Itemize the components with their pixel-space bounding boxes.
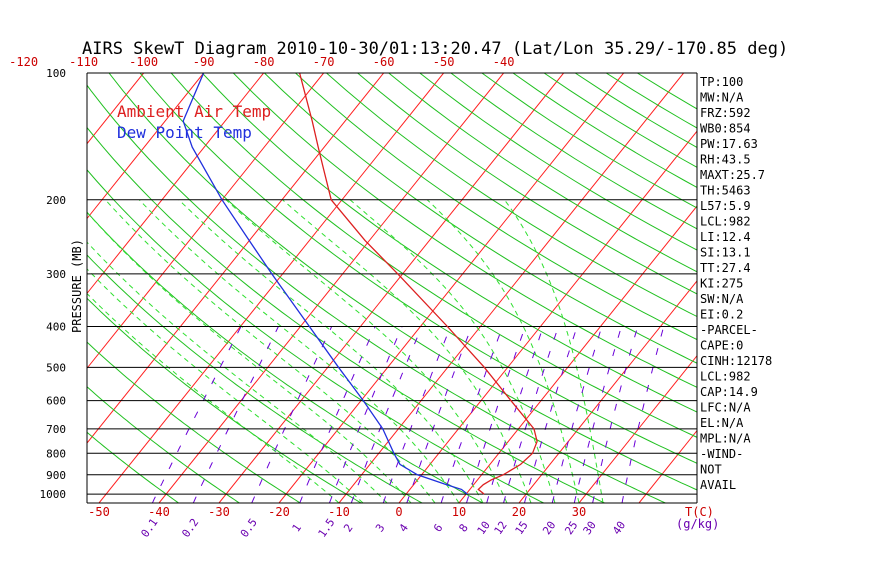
stat-line: -PARCEL- [700,323,758,337]
pressure-tick-label: 700 [46,423,66,436]
stat-line: CAPE:0 [700,339,743,353]
top-temperature-tick-label: -70 [313,55,335,69]
pressure-tick-label: 200 [46,194,66,207]
stat-line: WB0:854 [700,122,751,136]
bottom-temperature-ticks: -50 -40 -30 -20 -10 0 10 20 30 [88,505,586,519]
bottom-temperature-tick-label: -40 [148,505,170,519]
pressure-tick-label: 600 [46,395,66,408]
bottom-temperature-tick-label: 10 [452,505,466,519]
top-temperature-tick-label: -90 [193,55,215,69]
top-temperature-tick-label: -120 [9,55,38,69]
stat-line: LCL:982 [700,370,751,384]
pressure-tick-label: 300 [46,268,66,281]
pressure-tick-label: 800 [46,447,66,460]
bottom-temperature-tick-label: -20 [268,505,290,519]
top-temperature-tick-label: -40 [493,55,515,69]
stat-line: FRZ:592 [700,106,751,120]
pressure-tick-label: 400 [46,321,66,334]
bottom-temperature-tick-label: 20 [512,505,526,519]
bottom-temperature-tick-label: -30 [208,505,230,519]
mixing-ratio-unit: (g/kg) [676,517,719,531]
stat-line: MW:N/A [700,91,744,105]
bottom-temperature-tick-label: -50 [88,505,110,519]
legend-ambient-air-temp: Ambient Air Temp [117,102,271,121]
stat-line: PW:17.63 [700,137,758,151]
stat-line: CAP:14.9 [700,385,758,399]
bottom-temperature-tick-label: 0 [395,505,402,519]
stat-line: MPL:N/A [700,432,751,446]
legend-dew-point-temp: Dew Point Temp [117,123,252,142]
stat-line: EL:N/A [700,416,744,430]
stat-line: KI:275 [700,277,743,291]
stat-line: -WIND- [700,447,743,461]
stat-line: AVAIL [700,478,736,492]
bottom-temperature-tick-label: 30 [572,505,586,519]
top-temperature-tick-label: -100 [129,55,158,69]
stat-line: LFC:N/A [700,401,751,415]
top-temperature-tick-label: -50 [433,55,455,69]
bottom-temperature-tick-label: -10 [328,505,350,519]
top-temperature-tick-label: -110 [69,55,98,69]
stat-line: TH:5463 [700,184,751,198]
top-temperature-ticks: -120 -110 -100 -90 -80 -70 -60 -50 -40 [9,55,514,69]
stat-line: SI:13.1 [700,246,751,260]
stat-line: SW:N/A [700,292,744,306]
pressure-tick-label: 500 [46,361,66,374]
stat-line: LI:12.4 [700,230,751,244]
stat-line: RH:43.5 [700,153,751,167]
stat-line: NOT [700,463,722,477]
top-temperature-tick-label: -60 [373,55,395,69]
stat-line: MAXT:25.7 [700,168,765,182]
stat-line: LCL:982 [700,215,751,229]
stat-line: TP:100 [700,75,743,89]
pressure-tick-label: 100 [46,67,66,80]
stat-line: CINH:12178 [700,354,772,368]
y-axis-label: PRESSURE (MB) [70,239,84,333]
stat-line: TT:27.4 [700,261,751,275]
stat-line: EI:0.2 [700,308,743,322]
pressure-tick-label: 1000 [40,488,67,501]
pressure-tick-label: 900 [46,469,66,482]
top-temperature-tick-label: -80 [253,55,275,69]
stat-line: L57:5.9 [700,199,751,213]
